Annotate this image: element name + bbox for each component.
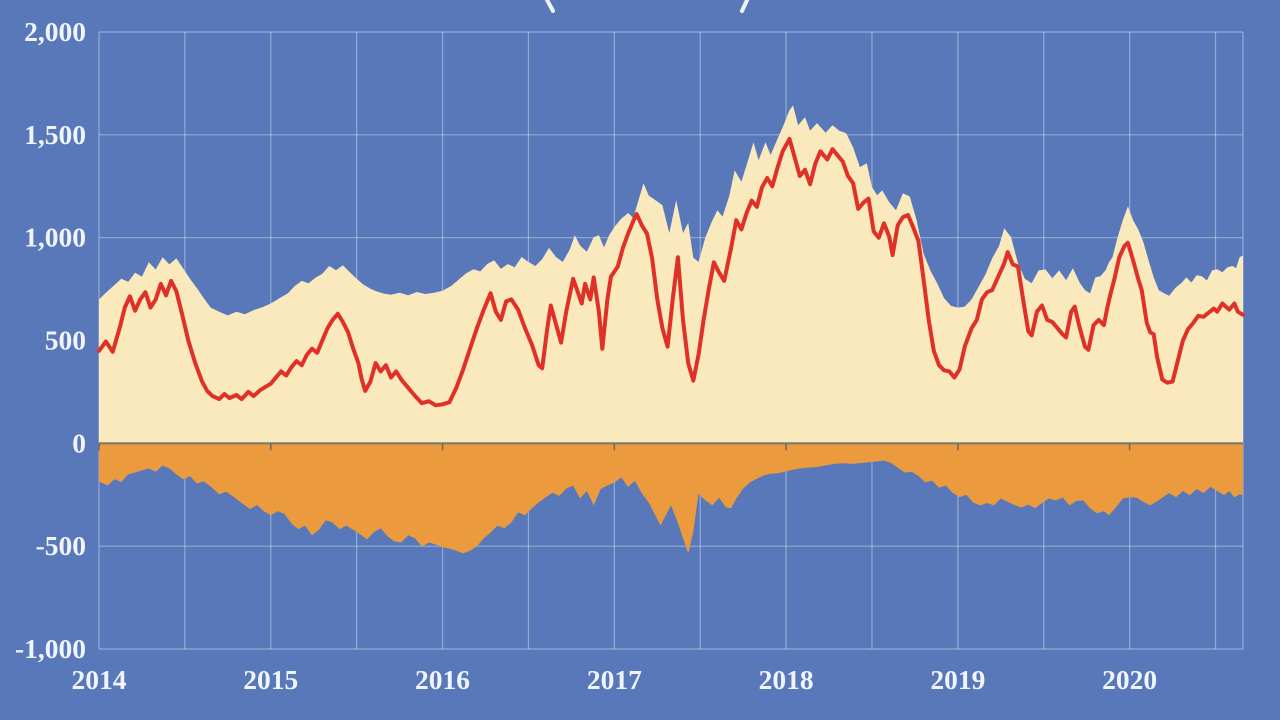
red-net-line [97, 136, 1245, 408]
y-tick-label: 500 [45, 325, 86, 356]
y-tick-label: 1,000 [24, 222, 86, 253]
x-tick-label: 2020 [1102, 664, 1157, 695]
x-tick-label: 2017 [587, 664, 642, 695]
y-tick-label: -500 [36, 530, 86, 561]
y-tick-label: 0 [72, 427, 86, 458]
x-tick-label: 2015 [243, 664, 298, 695]
x-tick-label: 2018 [759, 664, 814, 695]
y-tick-label: 2,000 [24, 16, 86, 47]
x-tick-label: 2016 [415, 664, 470, 695]
y-tick-label: -1,000 [15, 633, 86, 664]
x-tick-label: 2014 [72, 664, 127, 695]
cropped-title-fragment [544, 0, 555, 13]
x-tick-label: 2019 [930, 664, 985, 695]
cropped-title-fragment [740, 0, 750, 13]
orange-area-below-zero-area [99, 443, 1243, 554]
cream-area-above-zero-area [99, 105, 1243, 444]
y-tick-label: 1,500 [24, 119, 86, 150]
